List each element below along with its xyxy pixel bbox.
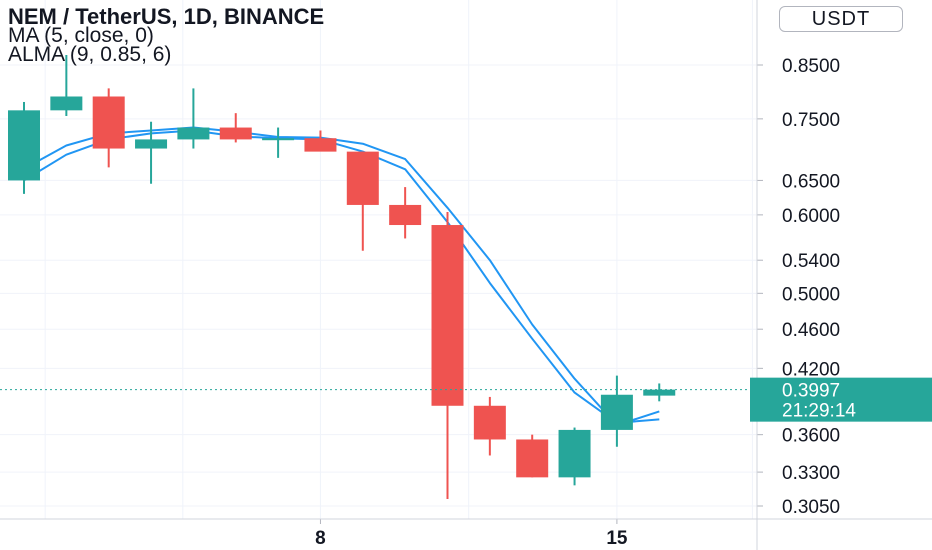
candle-body [262,138,295,141]
candle-body [219,127,252,140]
candle-body [304,138,337,152]
candle-down [219,113,252,143]
candle-up [135,121,168,184]
candle-body [431,225,464,406]
last-price-countdown: 21:29:14 [782,401,856,422]
y-tick-label: 0.8500 [782,56,840,77]
y-tick-label: 0.3600 [782,426,840,447]
y-tick-label: 0.6000 [782,206,840,227]
x-tick-label: 8 [315,528,326,549]
candle-down [389,187,422,239]
candle-body [135,139,168,149]
candle-down [431,212,464,500]
candle-up [8,101,40,194]
time-axis: 8 15 [0,518,932,549]
candle-up [558,427,591,486]
candle-body [643,389,676,396]
candle-body [558,429,591,478]
candle-up [50,54,83,116]
candle-down [516,434,549,478]
candle-body [92,96,125,149]
candle-body [8,110,40,181]
candle-body [389,204,422,226]
candle-down [473,396,506,456]
alma-line [23,126,660,427]
candle-body [516,439,549,478]
y-tick-label: 0.5400 [782,251,840,272]
chart-grid [0,0,757,519]
candle-up [643,383,676,402]
y-tick-label: 0.5000 [782,284,840,305]
y-tick-label: 0.7500 [782,110,840,131]
y-tick-label: 0.3300 [782,463,840,484]
price-axis: 0.8500 0.7500 0.6500 0.6000 0.5400 0.5000 0.46… [756,0,840,550]
candle-down [346,151,379,251]
candle-up [600,375,633,447]
candle-body [346,151,379,205]
candle-body [600,394,633,430]
currency-button[interactable]: USDT [779,6,903,32]
last-price-box [750,377,932,422]
y-tick-label: 0.6500 [782,171,840,192]
candle-body [177,127,210,140]
candle-up [177,88,210,149]
alma-legend[interactable]: ALMA (9, 0.85, 6) [8,43,172,66]
y-tick-label: 0.3050 [782,497,840,518]
candles [8,54,676,500]
last-price-value: 0.3997 [782,381,840,402]
indicator-lines [23,126,660,427]
y-tick-label: 0.4200 [782,359,840,380]
candle-down [304,130,337,152]
candle-up [262,127,295,158]
candle-down [92,88,125,168]
ma-line [23,129,660,424]
candle-body [50,96,83,111]
x-tick-label: 15 [606,528,628,549]
ma-legend[interactable]: MA (5, close, 0) [8,24,154,47]
candle-body [473,405,506,440]
y-tick-label: 0.4600 [782,320,840,341]
symbol-title[interactable]: NEM / TetherUS, 1D, BINANCE [8,4,325,29]
